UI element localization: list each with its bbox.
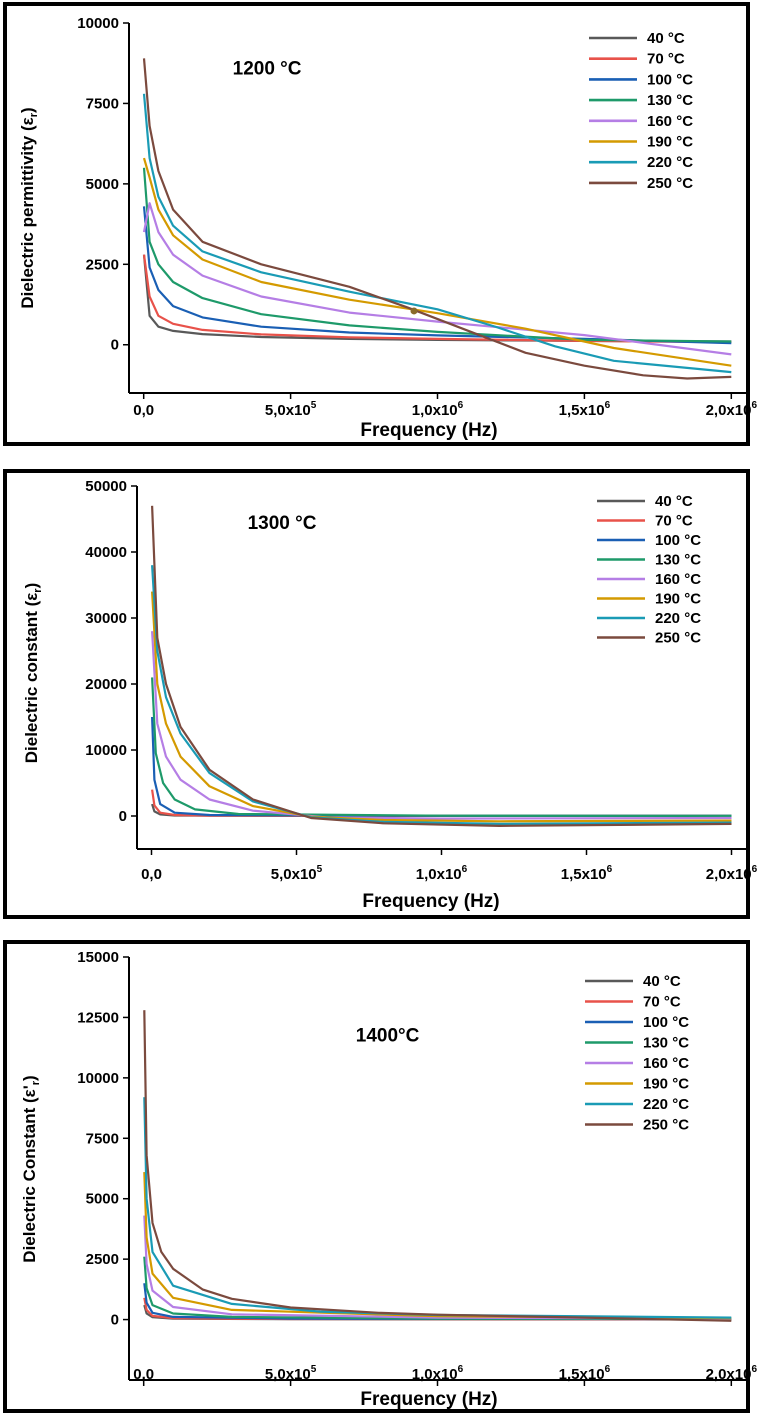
y-tick-label: 2500: [86, 1251, 119, 1268]
x-tick-label: 5,0x105: [265, 1364, 317, 1383]
y-tick-label: 15000: [77, 949, 119, 966]
y-tick-label: 12500: [77, 1009, 119, 1026]
legend: 40 °C 70 °C 100 °C 130 °C 160 °C 190 °C 220 °C…: [589, 30, 693, 192]
y-tick-label: 0: [111, 1312, 119, 1329]
x-tick-label: 0,0: [133, 402, 154, 419]
legend-label: 70 °C: [655, 513, 693, 530]
legend-label: 40 °C: [647, 30, 685, 47]
legend-label: 130 °C: [643, 1035, 689, 1052]
series-line-160: [143, 1215, 732, 1320]
x-tick-label: 0,0: [133, 1366, 154, 1383]
x-tick-label: 1,0x106: [412, 1364, 464, 1383]
y-tick-label: 10000: [77, 15, 119, 32]
y-tick-label: 30000: [85, 610, 127, 627]
legend: 40 °C 70 °C 100 °C 130 °C 160 °C 190 °C 220 °C…: [585, 973, 689, 1134]
x-tick-label: 2,0x106: [706, 1364, 757, 1383]
y-tick-label: 5000: [86, 176, 119, 193]
legend-label: 250 °C: [655, 630, 701, 647]
series-line-250: [143, 1010, 732, 1322]
chart-title-1300: 1300 °C: [248, 513, 317, 534]
series-line-220: [151, 565, 732, 825]
chart-1400-svg: 0 2500 5000 7500 10000 12500 15000 0,0 5,0x105 1,…: [20, 949, 757, 1410]
series-line-250: [151, 505, 732, 827]
series-line-190: [142, 157, 732, 367]
x-tick-label: 2,0x106: [706, 864, 757, 883]
legend-label: 190 °C: [643, 1076, 689, 1093]
chart-1300-svg: 0 10000 20000 30000 40000 50000 0,0 5,0x105 1,0x…: [22, 478, 757, 912]
y-tick-label: 7500: [86, 95, 119, 112]
series-line-160: [151, 631, 732, 820]
series-group: [143, 1010, 732, 1322]
y-tick-label: 50000: [85, 478, 127, 495]
x-tick-label: 1,0x106: [412, 400, 464, 419]
series-line-190: [151, 591, 732, 823]
legend-label: 160 °C: [655, 571, 701, 588]
x-tick-label: 1,5x106: [559, 1364, 611, 1383]
legend-label: 130 °C: [655, 552, 701, 569]
legend-label: 100 °C: [655, 532, 701, 549]
x-tick-label: 2,0x106: [706, 400, 757, 419]
legend-label: 70 °C: [643, 994, 681, 1011]
legend-label: 220 °C: [647, 154, 693, 171]
y-tick-label: 10000: [85, 742, 127, 759]
legend-label: 220 °C: [655, 610, 701, 627]
chart-title-1200: 1200 °C: [233, 58, 302, 79]
legend: 40 °C 70 °C 100 °C 130 °C 160 °C 190 °C 220 °C…: [597, 493, 701, 647]
series-line-100: [151, 716, 732, 817]
y-axis-label: Dielectric Constant (ε'r): [20, 1075, 42, 1262]
x-tick-label: 5,0x105: [265, 400, 317, 419]
x-tick-label: 5,0x105: [271, 864, 323, 883]
y-tick-label: 2500: [86, 256, 119, 273]
chart-panel-1300: 0 10000 20000 30000 40000 50000 0,0 5,0x105 1,0x…: [3, 469, 757, 919]
chart-1200-svg: 0 2500 5000 7500 10000 0,0 5,0x105 1,0x106 1,5x1…: [18, 15, 757, 441]
legend-label: 100 °C: [643, 1014, 689, 1031]
crossover-marker: [410, 307, 418, 315]
series-line-130: [142, 167, 732, 343]
series-line-190: [143, 1172, 732, 1320]
series-group: [151, 505, 732, 827]
x-axis-label: Frequency (Hz): [360, 420, 497, 441]
chart-title-1400: 1400°C: [356, 1026, 420, 1047]
legend-label: 130 °C: [647, 92, 693, 109]
legend-label: 100 °C: [647, 71, 693, 88]
legend-label: 40 °C: [643, 973, 681, 990]
x-tick-label: 0,0: [141, 866, 162, 883]
legend-label: 70 °C: [647, 51, 685, 68]
x-tick-label: 1,5x106: [561, 864, 613, 883]
y-tick-label: 7500: [86, 1130, 119, 1147]
legend-label: 220 °C: [643, 1096, 689, 1113]
y-tick-label: 10000: [77, 1070, 119, 1087]
chart-panel-1400: 0 2500 5000 7500 10000 12500 15000 0,0 5,0x105 1,…: [3, 940, 757, 1413]
legend-label: 250 °C: [643, 1117, 689, 1134]
legend-label: 190 °C: [655, 591, 701, 608]
y-tick-label: 40000: [85, 544, 127, 561]
series-line-100: [142, 206, 732, 345]
series-line-250: [142, 58, 732, 380]
series-line-70: [142, 254, 732, 344]
x-tick-label: 1,0x106: [416, 864, 468, 883]
series-line-160: [142, 202, 732, 356]
series-line-220: [142, 93, 732, 374]
series-group: [142, 58, 732, 380]
series-line-130: [151, 677, 732, 817]
legend-label: 250 °C: [647, 175, 693, 192]
legend-label: 160 °C: [647, 113, 693, 130]
y-axis-label: Dielectric constant (εr): [22, 583, 44, 764]
y-tick-label: 0: [111, 337, 119, 354]
series-line-40: [142, 254, 732, 343]
legend-label: 190 °C: [647, 134, 693, 151]
y-axis-label: Dielectric permittivity (εr): [18, 107, 40, 308]
y-tick-label: 5000: [86, 1191, 119, 1208]
legend-label: 160 °C: [643, 1055, 689, 1072]
x-tick-label: 1,5x106: [559, 400, 611, 419]
x-axis-label: Frequency (Hz): [360, 1389, 497, 1410]
chart-panel-1200: 0 2500 5000 7500 10000 0,0 5,0x105 1,0x106 1,5x1…: [3, 2, 757, 446]
y-tick-label: 0: [119, 808, 127, 825]
y-tick-label: 20000: [85, 676, 127, 693]
x-axis-label: Frequency (Hz): [362, 891, 499, 912]
legend-label: 40 °C: [655, 493, 693, 510]
